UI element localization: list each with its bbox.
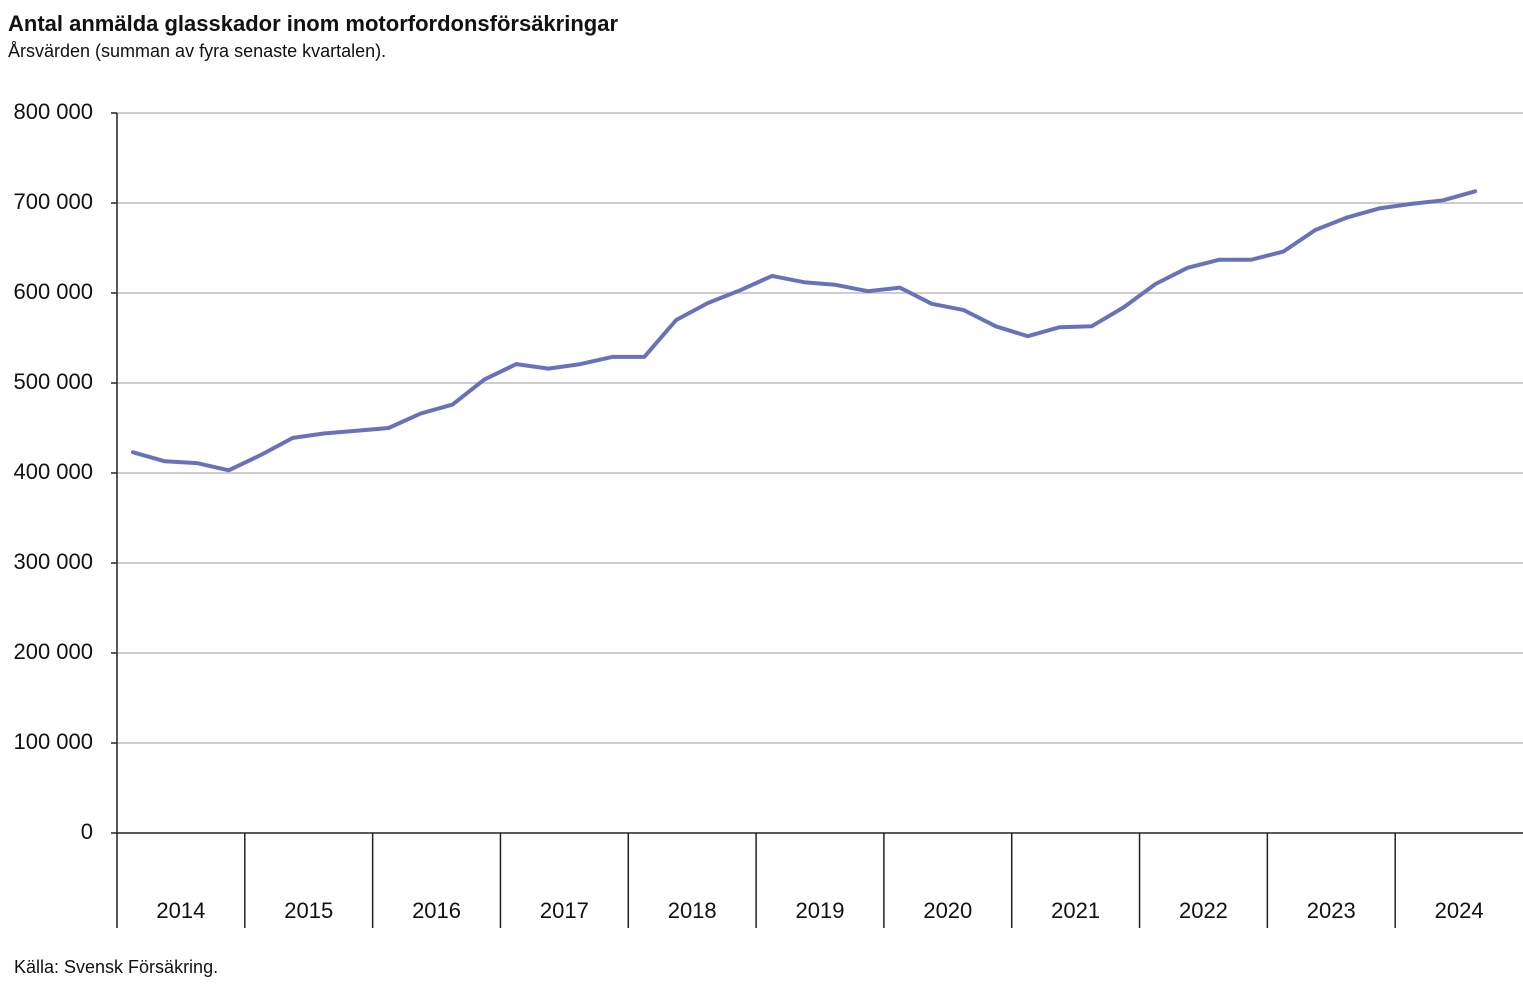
data-line [131,189,1478,473]
y-tick-label: 500 000 [13,369,93,394]
x-tick-label: 2015 [284,898,333,923]
x-tick-label: 2024 [1435,898,1484,923]
y-tick-label: 700 000 [13,189,93,214]
x-tick-label: 2018 [668,898,717,923]
x-tick-label: 2019 [796,898,845,923]
x-tick-label: 2014 [156,898,205,923]
chart-title: Antal anmälda glasskador inom motorfordo… [8,11,618,36]
y-tick-label: 0 [81,819,93,844]
y-tick-label: 300 000 [13,549,93,574]
y-tick-label: 100 000 [13,729,93,754]
x-tick-label: 2016 [412,898,461,923]
y-tick-label: 600 000 [13,279,93,304]
chart-subtitle: Årsvärden (summan av fyra senaste kvarta… [8,41,386,61]
x-tick-label: 2020 [923,898,972,923]
y-tick-label: 200 000 [13,639,93,664]
y-tick-label: 800 000 [13,99,93,124]
x-tick-label: 2023 [1307,898,1356,923]
source: Källa: Svensk Försäkring. [14,957,218,977]
x-tick-label: 2017 [540,898,589,923]
x-tick-label: 2021 [1051,898,1100,923]
x-tick-label: 2022 [1179,898,1228,923]
y-tick-label: 400 000 [13,459,93,484]
